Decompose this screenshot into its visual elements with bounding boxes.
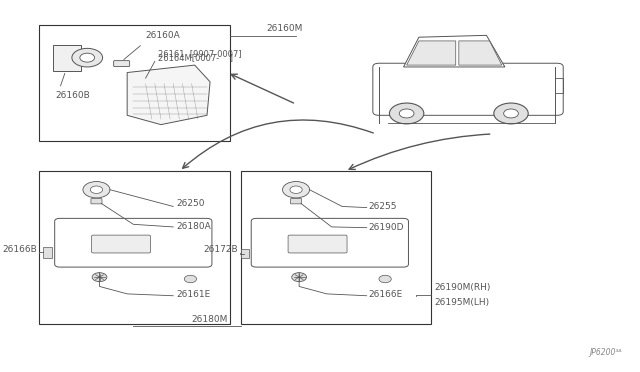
Circle shape <box>399 109 414 118</box>
Text: 26180A: 26180A <box>176 222 211 231</box>
Text: 26190M(RH): 26190M(RH) <box>435 283 491 292</box>
FancyBboxPatch shape <box>241 171 431 324</box>
FancyBboxPatch shape <box>39 25 230 141</box>
Text: 26255: 26255 <box>369 202 397 211</box>
Polygon shape <box>406 41 456 65</box>
FancyBboxPatch shape <box>241 249 250 258</box>
Circle shape <box>92 273 107 282</box>
Text: 26180M: 26180M <box>191 315 228 324</box>
Polygon shape <box>404 35 505 67</box>
Text: JP6200³ᴬ: JP6200³ᴬ <box>589 348 621 357</box>
Text: 26160M: 26160M <box>267 25 303 33</box>
FancyBboxPatch shape <box>54 45 81 71</box>
Circle shape <box>90 186 102 193</box>
Text: 26166B: 26166B <box>2 246 37 254</box>
Text: 26160B: 26160B <box>55 91 90 100</box>
Text: 26164M[0007-    ]: 26164M[0007- ] <box>158 54 233 62</box>
FancyBboxPatch shape <box>288 235 347 253</box>
Text: 26160A: 26160A <box>145 31 180 40</box>
Circle shape <box>282 182 310 198</box>
Circle shape <box>83 182 110 198</box>
Circle shape <box>494 103 528 124</box>
FancyBboxPatch shape <box>43 247 52 258</box>
Text: 26172B: 26172B <box>203 246 237 254</box>
Polygon shape <box>459 41 502 65</box>
FancyBboxPatch shape <box>291 199 301 204</box>
Circle shape <box>290 186 302 193</box>
Text: 26195M(LH): 26195M(LH) <box>435 298 490 307</box>
Text: 26190D: 26190D <box>369 223 404 232</box>
Circle shape <box>292 273 307 282</box>
FancyBboxPatch shape <box>114 61 130 67</box>
FancyBboxPatch shape <box>92 235 150 253</box>
Circle shape <box>379 275 391 283</box>
Circle shape <box>389 103 424 124</box>
FancyBboxPatch shape <box>91 199 102 204</box>
Text: 26250: 26250 <box>176 199 205 208</box>
Text: 26166E: 26166E <box>369 291 403 299</box>
Text: 26161  [9907-0007]: 26161 [9907-0007] <box>158 49 241 58</box>
Text: 26161E: 26161E <box>176 291 211 299</box>
FancyBboxPatch shape <box>54 218 212 267</box>
Circle shape <box>504 109 518 118</box>
Polygon shape <box>127 65 210 125</box>
FancyBboxPatch shape <box>39 171 230 324</box>
FancyBboxPatch shape <box>252 218 408 267</box>
Circle shape <box>80 53 95 62</box>
Circle shape <box>72 48 102 67</box>
Circle shape <box>184 275 196 283</box>
FancyBboxPatch shape <box>373 63 563 115</box>
